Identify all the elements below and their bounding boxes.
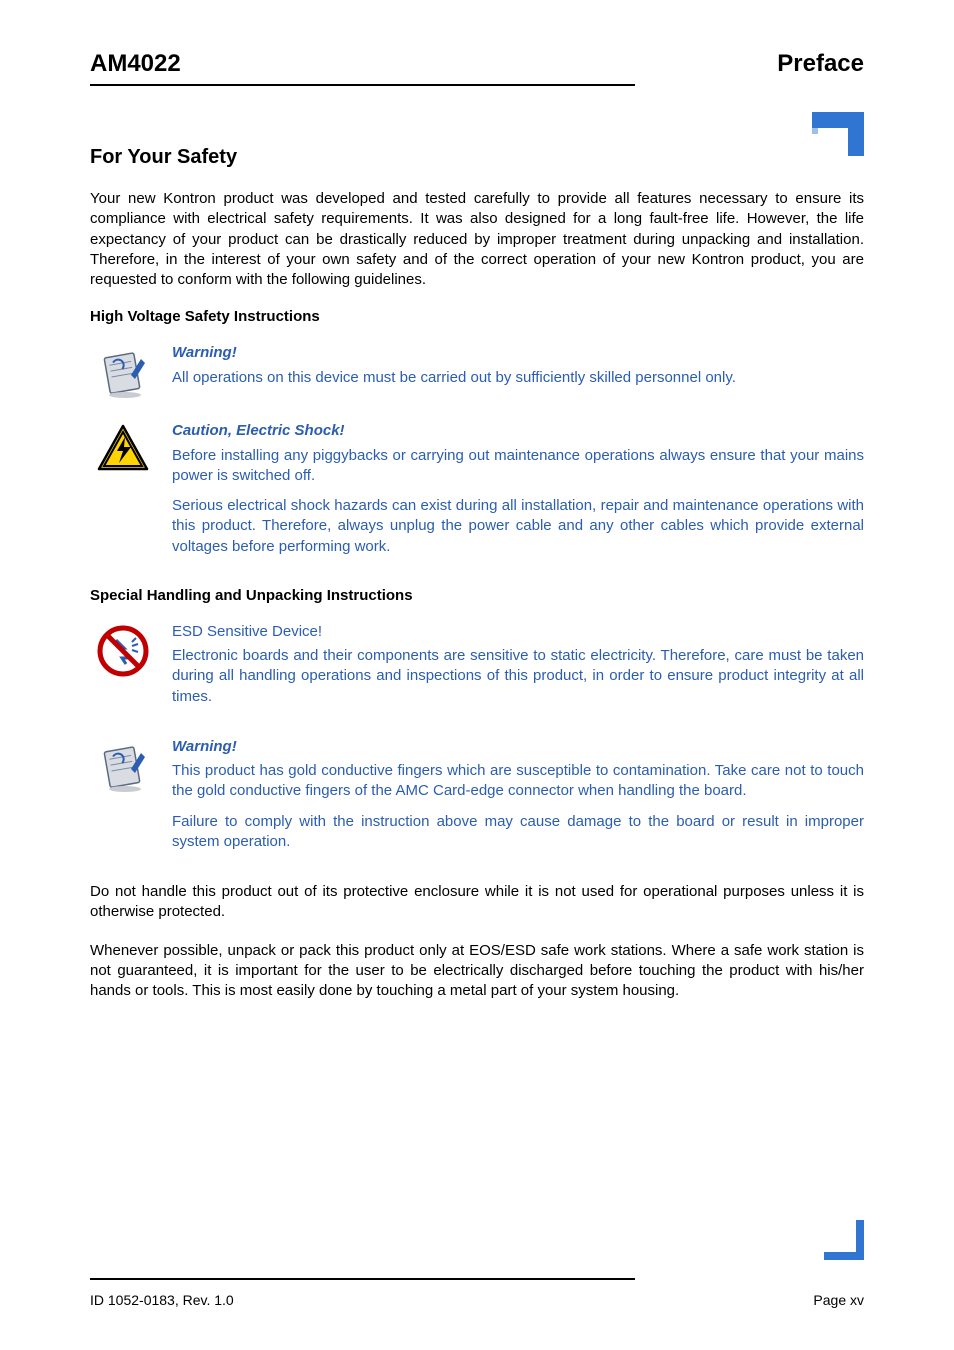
warning2-p1: This product has gold conductive fingers… — [172, 761, 864, 802]
header-right: Preface — [777, 50, 864, 78]
warning2-p2: Failure to comply with the instruction a… — [172, 812, 864, 853]
warning2-heading: Warning! — [172, 737, 864, 757]
section-title: For Your Safety — [90, 146, 864, 169]
note-icon — [90, 343, 156, 401]
footer-rule — [90, 1278, 635, 1280]
warning1-heading: Warning! — [172, 343, 864, 363]
esd-icon — [90, 622, 156, 678]
warning2-callout: Warning! This product has gold conductiv… — [90, 737, 864, 862]
esd-text: Electronic boards and their components a… — [172, 646, 864, 707]
header-rule — [90, 84, 635, 86]
tail1: Do not handle this product out of its pr… — [90, 882, 864, 923]
shock-p2: Serious electrical shock hazards can exi… — [172, 496, 864, 557]
intro-paragraph: Your new Kontron product was developed a… — [90, 189, 864, 290]
shock-heading: Caution, Electric Shock! — [172, 421, 864, 441]
note-icon — [90, 737, 156, 795]
esd-heading: ESD Sensitive Device! — [172, 622, 864, 642]
footer-right: Page xv — [813, 1292, 864, 1308]
hv-title: High Voltage Safety Instructions — [90, 308, 864, 325]
tail2: Whenever possible, unpack or pack this p… — [90, 941, 864, 1002]
shock-p1: Before installing any piggybacks or carr… — [172, 446, 864, 487]
shock-icon — [90, 421, 156, 473]
header-left: AM4022 — [90, 50, 181, 78]
special-title: Special Handling and Unpacking Instructi… — [90, 587, 864, 604]
corner-accent-bottom — [824, 1220, 864, 1265]
shock-callout: Caution, Electric Shock! Before installi… — [90, 421, 864, 567]
warning1-callout: Warning! All operations on this device m… — [90, 343, 864, 401]
esd-callout: ESD Sensitive Device! Electronic boards … — [90, 622, 864, 717]
warning1-text: All operations on this device must be ca… — [172, 368, 864, 388]
footer-left: ID 1052-0183, Rev. 1.0 — [90, 1292, 234, 1308]
corner-accent-top — [812, 112, 864, 161]
